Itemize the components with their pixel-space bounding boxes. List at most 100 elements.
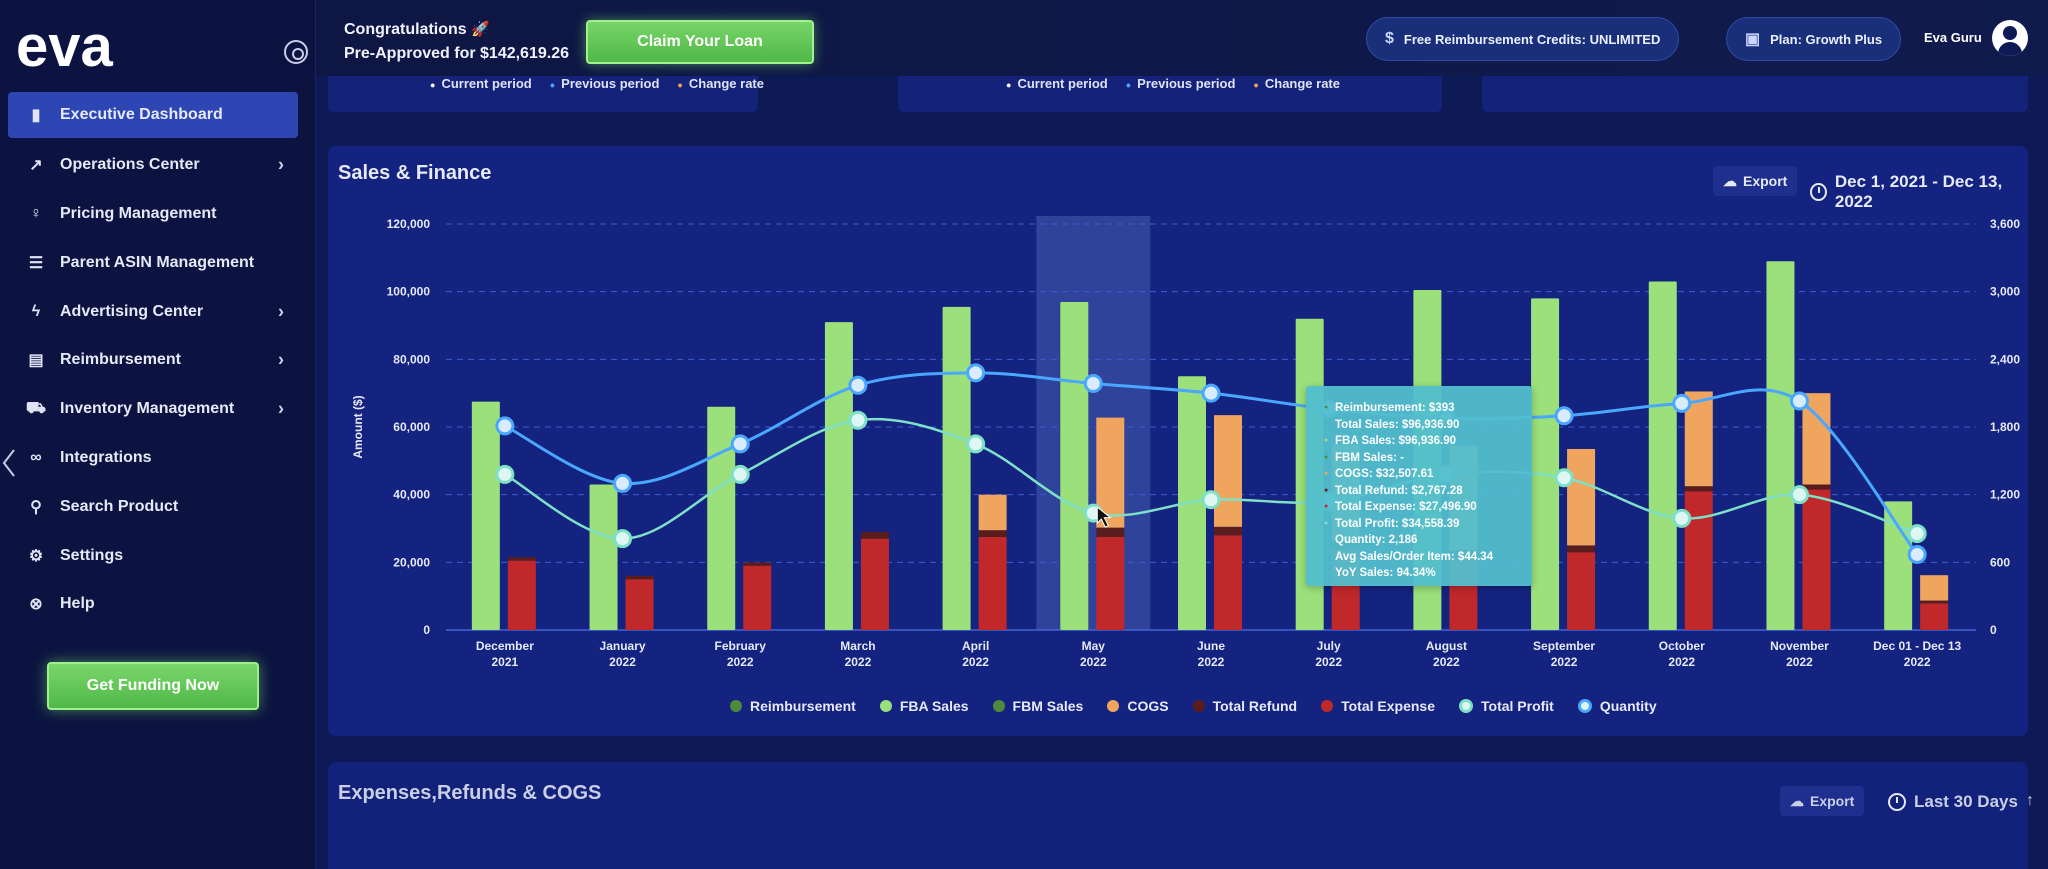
sidebar-item-integrations[interactable]: ∞ Integrations [8, 434, 298, 483]
sidebar-item-reimbursement[interactable]: ▤ Reimbursement › [8, 336, 298, 385]
x-tick-label: 2022 [1080, 655, 1107, 669]
bar-total-expense [860, 538, 889, 630]
sidebar-item-advertising-center[interactable]: ϟ Advertising Center › [8, 287, 298, 336]
chevron-right-icon: › [278, 301, 284, 322]
point-total-profit [1201, 490, 1221, 510]
legend-item-total-refund[interactable]: Total Refund [1192, 698, 1297, 714]
clock-icon [1810, 183, 1827, 201]
plan-pill[interactable]: ▣ Plan: Growth Plus [1726, 17, 1902, 61]
x-tick-label: September [1533, 639, 1595, 653]
reimbursement-credits-pill[interactable]: $ Free Reimbursement Credits: UNLIMITED [1366, 17, 1680, 61]
x-tick-label: December [476, 639, 534, 653]
tooltip-row: Total Sales: $96,936.90 [1324, 417, 1514, 434]
legend-item-total-profit[interactable]: Total Profit [1459, 698, 1554, 714]
sidebar: eva ▮ Executive Dashboard ↗ Operations Cent… [0, 0, 316, 869]
legend-swatch [1459, 699, 1473, 713]
y2-tick-label: 600 [1990, 555, 2010, 569]
date-range-picker[interactable]: Dec 1, 2021 - Dec 13, 2022 [1810, 172, 2028, 212]
sidebar-item-settings[interactable]: ⚙ Settings [8, 531, 298, 580]
bar-total-refund [1096, 527, 1125, 537]
point-quantity [966, 363, 986, 383]
point-quantity [1672, 393, 1692, 413]
export-button[interactable]: ☁ Export [1713, 166, 1798, 196]
sidebar-item-label: Parent ASIN Management [60, 253, 255, 271]
y-tick-label: 120,000 [387, 217, 431, 231]
tooltip-row-label: Total Refund: $2,767.28 [1335, 484, 1463, 497]
sidebar-item-parent-asin-management[interactable]: ☰ Parent ASIN Management [8, 238, 298, 287]
chevron-right-icon: › [278, 349, 284, 370]
x-tick-label: August [1426, 639, 1467, 653]
legend-item-total-expense[interactable]: Total Expense [1321, 698, 1435, 714]
legend-item-quantity[interactable]: Quantity [1577, 698, 1657, 714]
trending-up-icon: ↗ [29, 157, 43, 175]
tooltip-row-label: Total Profit: $34,558.39 [1335, 517, 1460, 530]
tooltip-row-label: Avg Sales/Order Item: $44.34 [1335, 550, 1494, 563]
loan-preapproval-message: Congratulations 🚀 Pre-Approved for $142,… [344, 18, 569, 66]
tooltip-series-dot: ● [1324, 437, 1329, 444]
chevron-right-icon: › [278, 154, 284, 175]
sidebar-item-label: Pricing Management [60, 204, 217, 222]
bar-cogs [1920, 575, 1949, 601]
export-button[interactable]: ☁ Export [1780, 786, 1865, 816]
bar-fba-sales [1531, 298, 1560, 630]
x-tick-label: 2022 [962, 655, 989, 669]
scroll-to-top-button[interactable]: ↑ [2026, 792, 2034, 809]
tooltip-row-label: YoY Sales: 94.34% [1335, 567, 1436, 579]
legend-item-reimbursement[interactable]: Reimbursement [730, 698, 856, 714]
sidebar-item-operations-center[interactable]: ↗ Operations Center › [8, 141, 298, 190]
legend-item-fbm-sales[interactable]: FBM Sales [992, 698, 1084, 714]
claim-loan-button[interactable]: Claim Your Loan [586, 20, 814, 64]
link-icon: ∞ [30, 448, 42, 466]
tooltip-row: ● Total Profit: $34,558.39 [1324, 516, 1514, 533]
y-tick-label: 0 [423, 623, 430, 637]
legend-label: FBM Sales [1012, 698, 1084, 714]
tooltip-row-label: COGS: $32,507.61 [1335, 468, 1434, 480]
point-quantity [1201, 383, 1221, 403]
sales-finance-card: Sales & Finance ☁ Export Dec 1, 2021 - D… [328, 146, 2028, 736]
bar-total-refund [860, 531, 889, 539]
point-quantity [1789, 391, 1809, 411]
sidebar-item-help[interactable]: ⊗ Help [8, 580, 298, 629]
get-funding-button[interactable]: Get Funding Now [47, 662, 259, 710]
sales-finance-chart[interactable]: 0 20,000 40,000 60,000 80,000 100,000 120,000 0… [328, 206, 2028, 686]
sidebar-item-inventory-management[interactable]: ⛟ Inventory Management › [8, 385, 298, 434]
bar-fba-sales [1060, 302, 1089, 630]
legend-item-fba-sales[interactable]: FBA Sales [879, 698, 969, 714]
chevron-left-icon[interactable] [0, 448, 20, 478]
sidebar-item-executive-dashboard[interactable]: ▮ Executive Dashboard [8, 92, 298, 138]
date-range-picker[interactable]: Last 30 Days [1888, 792, 2018, 812]
export-label: Export [1810, 793, 1855, 809]
y-tick-label: 80,000 [393, 352, 430, 366]
sidebar-item-search-product[interactable]: ⚲ Search Product [8, 482, 298, 531]
legend-current-period: Current period [1006, 76, 1107, 91]
collapse-sidebar-button[interactable] [284, 40, 308, 64]
point-quantity [848, 375, 868, 395]
tooltip-row: Avg Sales/Order Item: $44.34 [1324, 549, 1514, 566]
point-quantity [495, 416, 515, 436]
bar-total-refund [1802, 484, 1831, 490]
bar-fba-sales [589, 484, 618, 630]
legend-item-cogs[interactable]: COGS [1107, 698, 1169, 714]
sidebar-item-pricing-management[interactable]: ♀ Pricing Management [8, 190, 298, 239]
point-total-profit [613, 529, 633, 549]
bar-fba-sales [1648, 281, 1677, 630]
y2-tick-label: 1,200 [1990, 488, 2020, 502]
user-avatar-icon[interactable] [1992, 20, 2028, 56]
bar-total-expense [978, 536, 1007, 630]
cloud-download-icon: ☁ [1723, 172, 1737, 189]
top-bar: Congratulations 🚀 Pre-Approved for $142,… [316, 0, 2048, 76]
x-tick-label: 2021 [491, 655, 518, 669]
tooltip-series-dot: ● [1324, 470, 1329, 477]
gear-icon: ⚙ [28, 547, 44, 565]
tooltip-series-dot: ● [1324, 503, 1329, 510]
chevron-right-icon: › [278, 398, 284, 419]
y-tick-label: 20,000 [393, 555, 430, 569]
sidebar-item-label: Executive Dashboard [60, 106, 223, 123]
eva-logo[interactable]: eva [14, 16, 136, 76]
bar-cogs [1214, 415, 1242, 527]
tooltip-row-label: FBM Sales: - [1335, 451, 1405, 464]
legend-change-rate: Change rate [677, 76, 764, 91]
user-name[interactable]: Eva Guru [1924, 30, 1982, 45]
x-tick-label: 2022 [1315, 655, 1342, 669]
x-tick-label: 2022 [845, 655, 872, 669]
